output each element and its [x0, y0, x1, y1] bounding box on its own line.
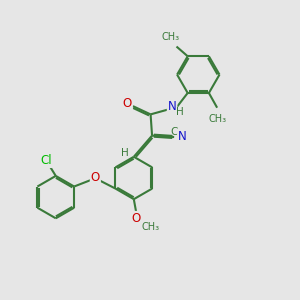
Text: Cl: Cl [40, 154, 52, 167]
Text: O: O [122, 97, 132, 110]
Text: CH₃: CH₃ [161, 32, 180, 41]
Text: N: N [168, 100, 176, 112]
Text: C: C [170, 127, 178, 137]
Text: H: H [121, 148, 128, 158]
Text: CH₃: CH₃ [208, 114, 226, 124]
Text: H: H [176, 107, 184, 117]
Text: O: O [132, 212, 141, 225]
Text: CH₃: CH₃ [142, 222, 160, 232]
Text: O: O [91, 172, 100, 184]
Text: N: N [178, 130, 187, 143]
